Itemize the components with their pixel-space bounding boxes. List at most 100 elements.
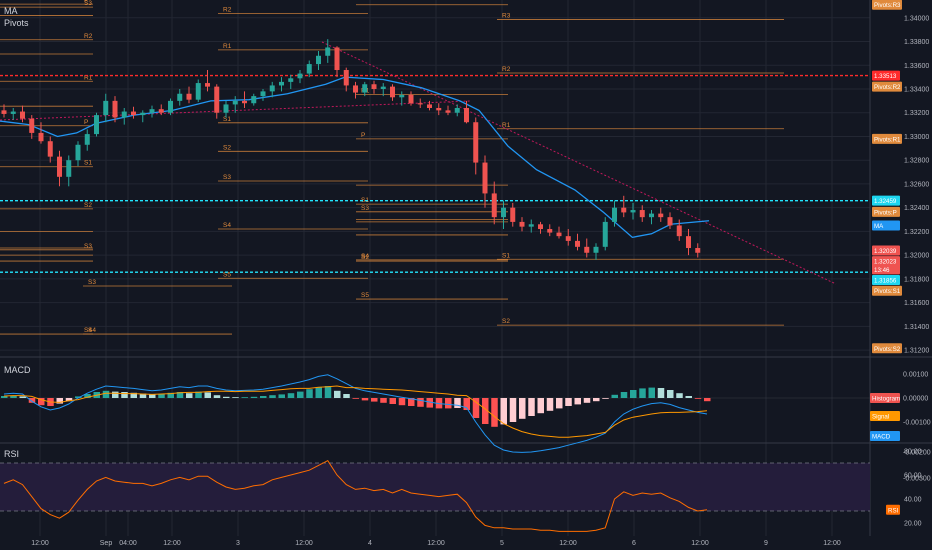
candle-body [168,100,173,113]
macd-histogram-bar [324,386,332,398]
candle-body [538,224,543,230]
pivot-label: S3 [361,205,369,212]
price-tick-label: 1.31400 [904,324,929,331]
pivot-label: S2 [223,144,231,151]
legend-macd[interactable]: MACD [4,365,31,375]
macd-histogram-bar [250,396,258,398]
macd-histogram-bar [315,387,322,398]
macd-histogram-bar [352,398,359,399]
pivot-label: R1 [84,74,93,81]
macd-histogram-bar [139,393,147,398]
candle-body [279,81,284,86]
price-tick-label: 1.31800 [904,276,929,283]
pivot-label: R1 [502,122,511,129]
macd-histogram-bar [287,393,295,398]
candle-body [380,86,386,89]
price-tick-label: 1.32200 [904,229,929,236]
macd-histogram-bar [102,390,110,398]
macd-histogram-bar [195,391,202,398]
candle-body [602,221,608,247]
price-axis-tag [872,195,900,206]
pivot-label: S3 [88,279,96,286]
price-axis-tag-text: Pivots:R1 [874,136,901,143]
candle-body [29,118,35,133]
candle-body [436,107,442,111]
macd-histogram-bar [676,393,683,398]
macd-axis-tag-text: MACD [872,434,891,441]
candle-body [186,93,192,100]
macd-histogram-bar [65,398,73,402]
x-tick-label: 12:00 [295,540,313,547]
macd-histogram-bar [426,398,433,408]
price-axis-tag-text: Pivots:S2 [874,346,901,353]
candle-body [639,210,645,218]
candle-body [260,91,266,97]
macd-histogram-bar [528,398,535,416]
macd-axis-tag-text: Signal [872,414,889,421]
price-axis-tag [872,245,900,256]
candle-body [103,100,109,116]
price-axis-tag-text: 1.31856 [874,278,897,285]
macd-histogram-bar [167,392,174,398]
macd-histogram-bar [269,395,276,398]
candle-body [630,210,636,213]
price-tick-label: 1.33400 [904,87,929,94]
candle-body [316,55,321,65]
pivot-label: S1 [223,116,231,123]
macd-histogram-bar [56,398,63,404]
legend-ma[interactable]: MA [4,6,18,16]
price-axis-tag [872,264,900,275]
price-axis-tag [872,275,900,286]
macd-histogram-bar [278,394,285,398]
macd-histogram-bar [398,398,406,406]
macd-histogram-bar [509,398,517,422]
candle-body [686,236,691,249]
macd-histogram-bar [417,398,424,407]
price-tick-label: 1.32600 [904,181,929,188]
pivot-label: S5 [223,271,231,278]
candle-body [362,84,368,93]
pivot-label: S2 [84,202,92,209]
candle-body [140,112,146,116]
candle-body [232,100,238,105]
macd-histogram-bar [472,398,480,418]
price-tick-label: 1.32400 [904,205,929,212]
x-tick-label: 12:00 [691,540,709,547]
candle-body [214,86,220,113]
price-axis-tag [872,133,902,144]
legend-rsi[interactable]: RSI [4,449,20,459]
candle-body [547,229,553,233]
price-axis-tag-text: Pivots:R3 [874,2,901,9]
candle-body [195,83,201,100]
macd-axis-tag-text: Histogram [872,396,900,403]
pivot-label: R2 [223,7,232,14]
price-axis-tag [872,0,902,10]
macd-histogram-bar [482,398,489,424]
x-tick-label: 12:00 [559,540,577,547]
price-tick-label: 1.31200 [904,348,929,355]
price-tick-label: 1.33200 [904,110,929,117]
price-axis-tag-text: 1.33513 [874,73,897,80]
price-axis-tag-text: MA [874,223,884,230]
candle-body [121,111,127,118]
candle-body [417,103,423,105]
x-tick-label: Sep [100,540,113,547]
macd-histogram-bar [186,393,193,398]
candle-body [205,83,210,87]
candle-body [306,64,312,74]
candle-body [445,110,451,113]
candle-body [149,109,155,113]
macd-tick-label: -0.00200 [903,450,931,457]
candle-body [399,94,405,98]
macd-histogram-bar [630,390,637,398]
legend-pivots[interactable]: Pivots [4,18,29,28]
macd-histogram-bar [84,394,91,398]
price-tick-label: 1.33600 [904,63,929,70]
candle-body [491,193,497,218]
candle-body [408,94,414,104]
candle-body [84,134,90,145]
macd-histogram-bar [593,398,600,402]
